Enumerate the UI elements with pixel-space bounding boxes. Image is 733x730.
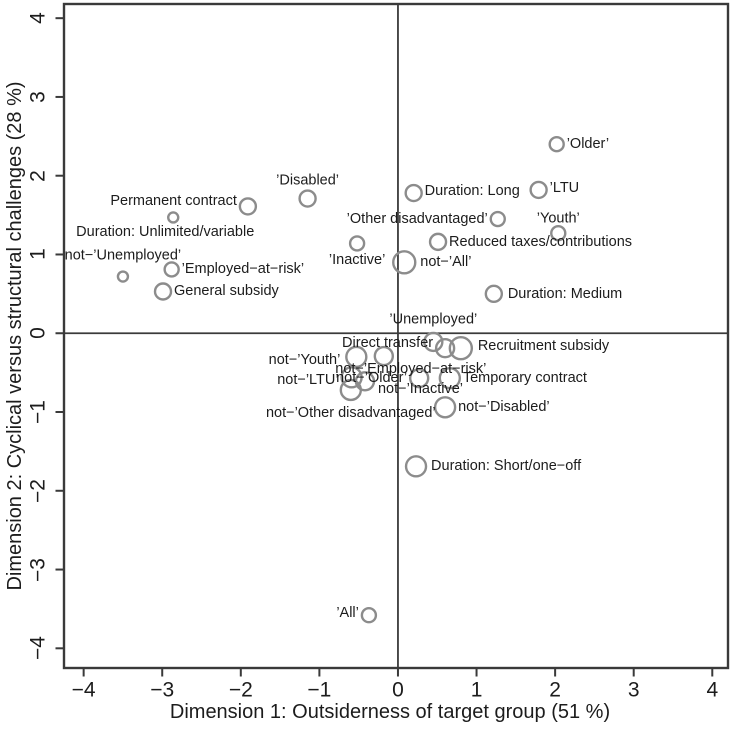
data-point-circle [529,180,548,200]
x-tick-label: 3 [627,678,640,702]
data-point-circle [116,270,130,283]
y-tick-label: 4 [26,12,50,25]
x-tick-label: −3 [150,678,175,702]
data-point-circle [340,366,363,389]
x-tick-label: 2 [549,678,561,702]
x-tick-label: 1 [470,678,483,702]
data-point-circle [489,210,506,228]
data-point-label: Duration: Short/one−off [431,458,582,475]
data-point-circle [392,250,417,275]
x-tick-label: 4 [706,678,719,702]
data-point-label: Temporary contract [462,369,587,386]
data-point-label: ’Unemployed’ [389,311,478,328]
plot-frame [62,2,730,670]
data-point-label: not−’Inactive’ [377,381,463,398]
data-point-circle [360,607,378,624]
data-point-label: not−’LTU’ [277,372,339,389]
y-tick-label: −2 [26,478,50,503]
x-axis-title: Dimension 1: Outsiderness of target grou… [169,701,611,723]
data-point-circle [548,136,565,153]
data-point-label: ’Other disadvantaged’ [346,210,488,227]
data-point-label: not−’Other disadvantaged’ [265,404,436,421]
data-point-circle [345,345,368,369]
data-point-circle [484,284,504,304]
data-point-label: General subsidy [174,283,279,300]
data-point-label: Reduced taxes/contributions [449,233,633,250]
data-point-label: Duration: Unlimited/variable [76,224,255,241]
data-point-circle [423,331,444,353]
data-point-circle [238,197,258,216]
data-point-circle [404,183,423,203]
data-point-circle [298,189,317,208]
data-point-circle [348,235,366,252]
data-point-circle [438,366,462,390]
data-point-label: ’LTU [549,179,580,196]
data-point-circle [433,396,457,419]
data-point-label: not−’Older’ [336,369,408,386]
x-tick-label: −4 [71,678,96,702]
data-point-label: Recruitment subsidy [477,337,610,354]
data-point-label: not−’Employed−at−risk’ [335,361,487,378]
data-point-label: ’Inactive’ [328,252,386,269]
data-point-label: not−’Youth’ [268,351,341,368]
y-tick-label: 1 [26,248,50,261]
data-point-label: Duration: Medium [507,285,623,302]
y-tick-label: −4 [26,636,50,661]
data-point-label: ’Disabled’ [276,172,340,189]
data-point-circle [339,378,363,402]
y-tick-label: −1 [26,400,50,424]
data-point-circle [434,338,456,359]
data-point-label: not−’Disabled’ [458,399,550,416]
data-point-circle [167,211,180,224]
y-tick-label: 3 [26,91,50,103]
data-point-label: not−’All’ [420,254,472,271]
data-point-label: not−’Unemployed’ [64,247,182,264]
y-tick-label: 2 [26,169,50,182]
data-point-circle [153,282,173,301]
data-point-label: Duration: Long [424,182,520,199]
data-point-circle [550,225,567,242]
data-point-label: ’Employed−at−risk’ [181,261,305,278]
data-point-circle [428,232,448,252]
data-point-label: ’Older’ [566,135,610,152]
data-point-label: ’Youth’ [536,210,580,227]
data-point-label: Permanent contract [110,193,237,210]
y-tick-label: −3 [26,557,50,582]
data-point-label: ’All’ [336,604,359,621]
data-point-circle [163,261,180,278]
x-tick-label: 0 [392,678,404,702]
data-point-label: Direct transfer [342,334,434,351]
x-tick-label: −2 [228,678,253,702]
x-tick-label: −1 [307,678,332,702]
data-point-circle [404,455,428,478]
data-point-circle [448,336,474,361]
y-tick-label: 0 [26,327,50,340]
y-axis-title: Dimension 2: Cyclical versus structural … [4,81,26,591]
data-point-circle [408,367,430,389]
data-point-circle [373,345,395,367]
